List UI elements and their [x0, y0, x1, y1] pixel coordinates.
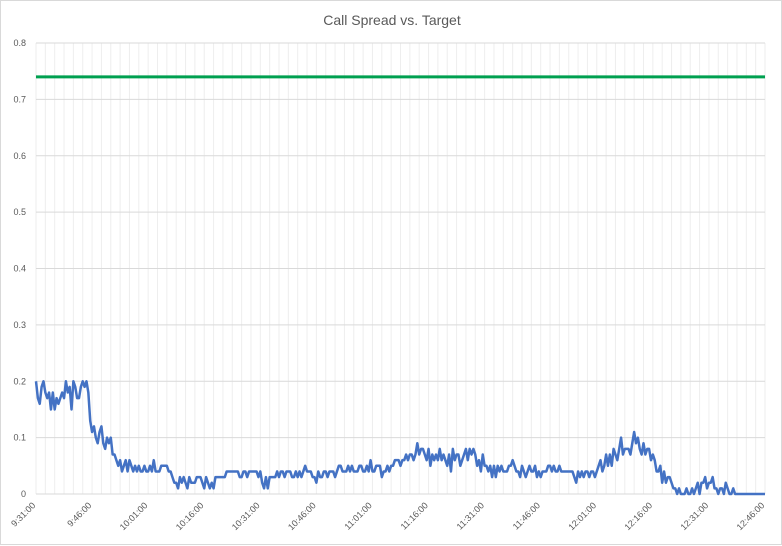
x-tick-label: 11:16:00 — [399, 500, 430, 531]
x-tick-label: 12:46:00 — [735, 500, 767, 532]
y-axis-ticks: 0 0.1 0.2 0.3 0.4 0.5 0.6 0.7 0.8 — [13, 38, 26, 499]
y-tick-label: 0.4 — [13, 264, 26, 274]
y-tick-label: 0.3 — [13, 320, 26, 330]
y-tick-label: 0.7 — [13, 94, 26, 104]
chart-title: Call Spread vs. Target — [323, 12, 461, 28]
x-tick-label: 10:16:00 — [174, 500, 206, 532]
y-tick-label: 0.1 — [13, 433, 26, 443]
x-tick-label: 10:46:00 — [286, 500, 318, 532]
horizontal-gridlines — [36, 42, 765, 495]
x-tick-label: 10:01:00 — [118, 500, 150, 532]
series-layer — [34, 75, 765, 496]
x-tick-label: 10:31:00 — [230, 500, 262, 532]
x-tick-label: 12:16:00 — [622, 500, 654, 532]
x-tick-label: 11:31:00 — [455, 500, 486, 531]
x-tick-label: 9:46:00 — [65, 500, 93, 528]
x-axis-ticks: 9:31:00 9:46:00 10:01:00 10:16:00 10:31:00 10… — [9, 500, 767, 532]
x-tick-label: 9:31:00 — [9, 500, 37, 528]
x-tick-label: 12:31:00 — [678, 500, 710, 532]
y-tick-label: 0.6 — [13, 151, 26, 161]
x-tick-label: 11:01:00 — [342, 500, 373, 531]
spread-series-line — [34, 380, 765, 496]
y-tick-label: 0.2 — [13, 376, 26, 386]
x-tick-label: 12:01:00 — [566, 500, 598, 532]
x-tick-label: 11:46:00 — [511, 500, 542, 531]
y-tick-label: 0 — [21, 489, 26, 499]
y-tick-label: 0.8 — [13, 38, 26, 48]
y-tick-label: 0.5 — [13, 207, 26, 217]
